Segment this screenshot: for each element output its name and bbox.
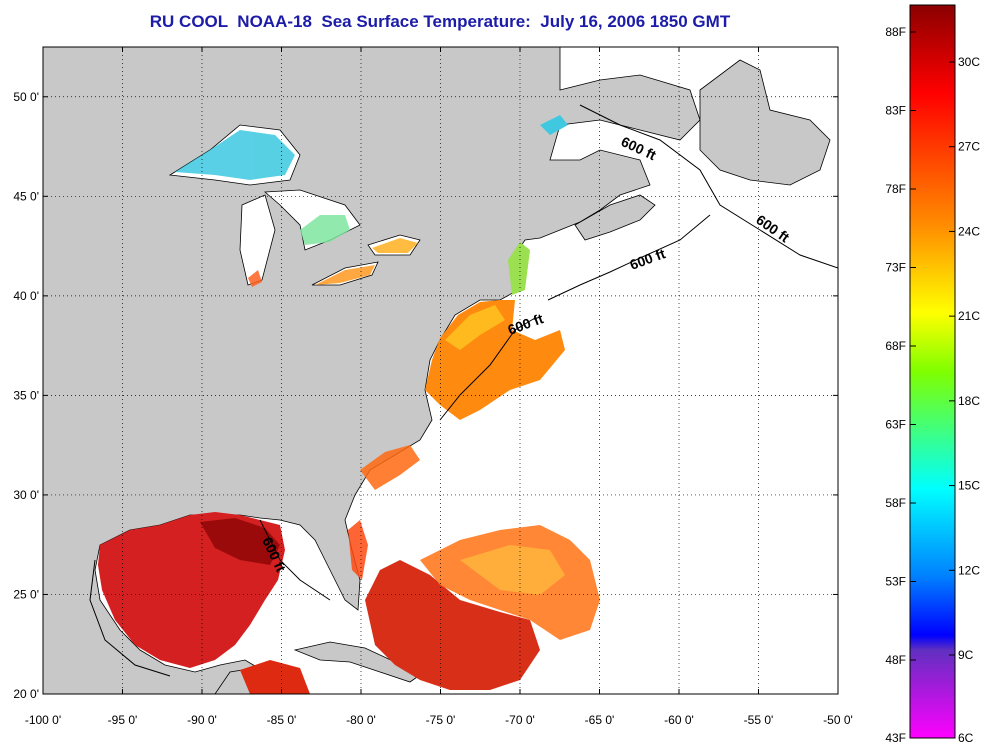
graticule xyxy=(43,47,838,694)
sst-gulf-st-lawrence xyxy=(540,115,568,135)
colorbar-label-f: 83F xyxy=(885,104,906,118)
colorbar-label-c: 18C xyxy=(958,394,980,408)
colorbar-label-f: 73F xyxy=(885,261,906,275)
sst-bahamas xyxy=(365,560,540,690)
colorbar xyxy=(909,4,956,739)
x-tick-label: -70 0' xyxy=(505,713,535,727)
colorbar-label-f: 88F xyxy=(885,25,906,39)
land-cuba xyxy=(293,641,421,683)
lake-sst-fill xyxy=(175,130,418,287)
y-axis: 50 0' 45 0' 40 0' 35 0' 30 0' 25 0' 20 0' xyxy=(13,90,838,701)
y-tick-label: 35 0' xyxy=(13,388,39,402)
colorbar-label-c: 12C xyxy=(958,563,980,577)
y-tick-label: 40 0' xyxy=(13,289,39,303)
map-title: RU COOL NOAA-18 Sea Surface Temperature:… xyxy=(149,12,731,31)
x-tick-label: -100 0' xyxy=(25,713,61,727)
map-area xyxy=(43,47,838,694)
colorbar-ticks: 88F 83F 78F 73F 68F 63F 58F 53F 48F 43F 30C 27C 24C 2… xyxy=(885,25,980,745)
colorbar-label-c: 6C xyxy=(958,731,974,745)
y-tick-label: 20 0' xyxy=(13,687,39,701)
colorbar-label-c: 21C xyxy=(958,309,980,323)
x-tick-label: -95 0' xyxy=(108,713,138,727)
x-tick-label: -85 0' xyxy=(267,713,297,727)
land-nova-scotia xyxy=(574,194,656,241)
colorbar-label-c: 27C xyxy=(958,140,980,154)
colorbar-label-f: 53F xyxy=(885,575,906,589)
y-tick-label: 30 0' xyxy=(13,488,39,502)
y-tick-label: 50 0' xyxy=(13,90,39,104)
sst-carolina-shelf xyxy=(360,445,420,490)
colorbar-label-f: 68F xyxy=(885,339,906,353)
sst-sargasso-yellow xyxy=(460,545,565,595)
colorbar-label-f: 43F xyxy=(885,731,906,745)
x-tick-label: -75 0' xyxy=(426,713,456,727)
y-tick-label: 25 0' xyxy=(13,587,39,601)
sst-gulf-hot-core xyxy=(200,518,280,565)
colorbar-label-c: 30C xyxy=(958,55,980,69)
x-tick-label: -55 0' xyxy=(744,713,774,727)
x-tick-label: -80 0' xyxy=(346,713,376,727)
sst-shelf-yellow xyxy=(445,305,505,350)
sst-caribbean xyxy=(240,660,310,694)
colorbar-label-f: 63F xyxy=(885,418,906,432)
x-tick-label: -50 0' xyxy=(823,713,853,727)
sst-florida-shelf xyxy=(348,520,368,580)
land-newfoundland xyxy=(699,59,831,186)
isobath-600ft xyxy=(89,104,838,677)
colorbar-label-c: 24C xyxy=(958,224,980,238)
colorbar-label-f: 78F xyxy=(885,182,906,196)
colorbar-label-f: 48F xyxy=(885,653,906,667)
colorbar-label-f: 58F xyxy=(885,496,906,510)
x-axis: -100 0' -95 0' -90 0' -85 0' -80 0' -75 0' -70… xyxy=(25,47,853,727)
x-tick-label: -65 0' xyxy=(585,713,615,727)
sst-gulf-of-maine xyxy=(508,242,530,295)
x-tick-label: -90 0' xyxy=(187,713,217,727)
colorbar-label-c: 9C xyxy=(958,648,974,662)
x-tick-label: -60 0' xyxy=(664,713,694,727)
y-tick-label: 45 0' xyxy=(13,189,39,203)
colorbar-label-c: 15C xyxy=(958,479,980,493)
